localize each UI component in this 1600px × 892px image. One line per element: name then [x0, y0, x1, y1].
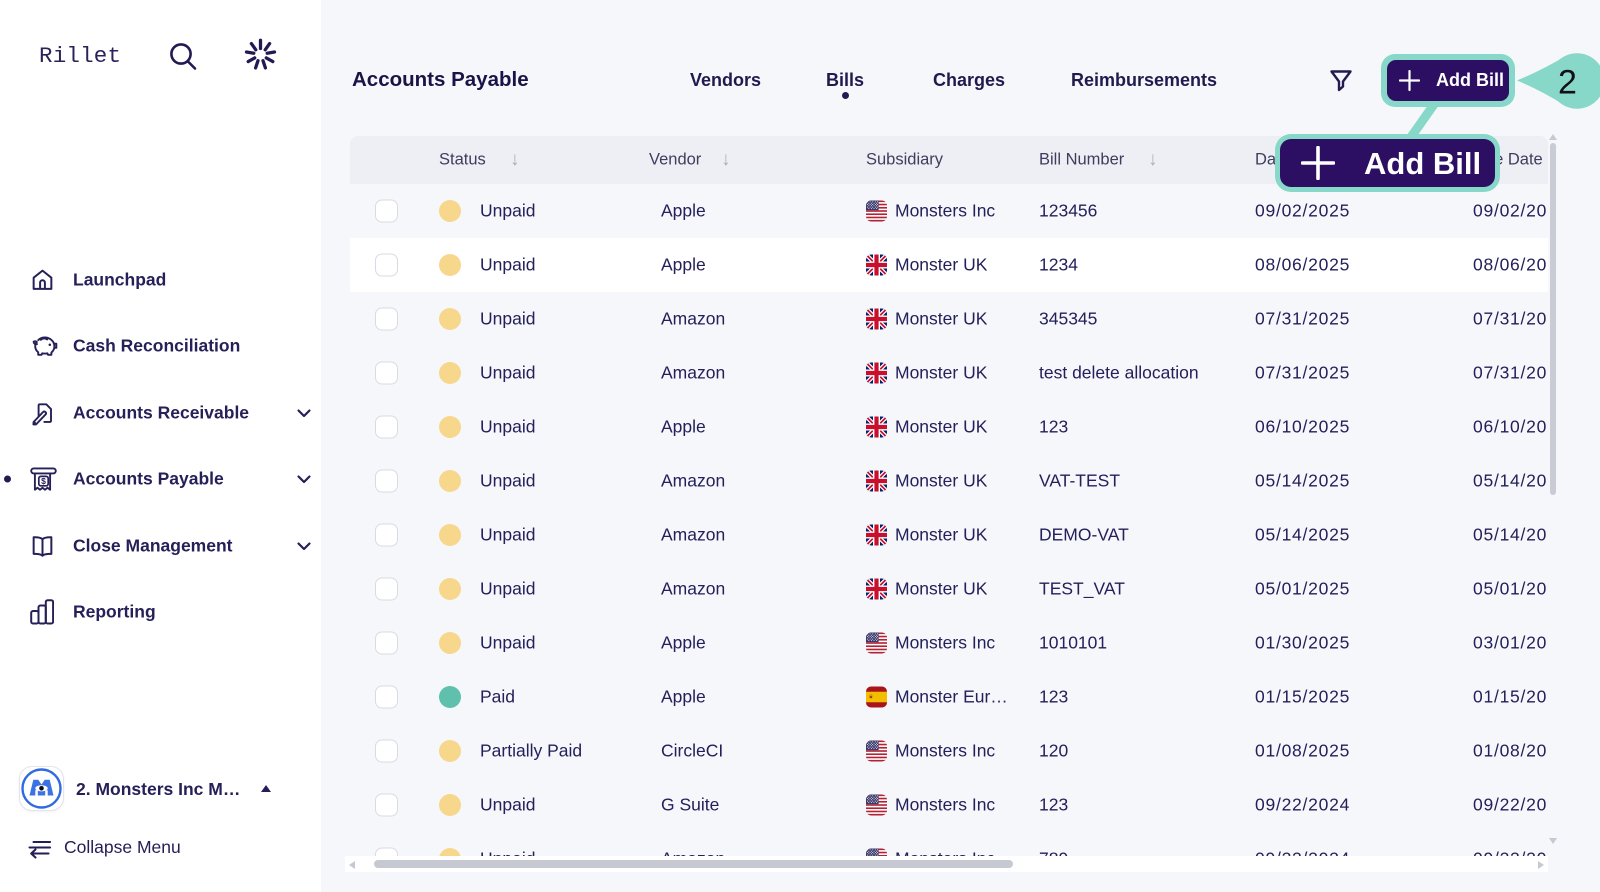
svg-text:2: 2 [1558, 64, 1577, 102]
svg-text:$: $ [41, 476, 46, 486]
